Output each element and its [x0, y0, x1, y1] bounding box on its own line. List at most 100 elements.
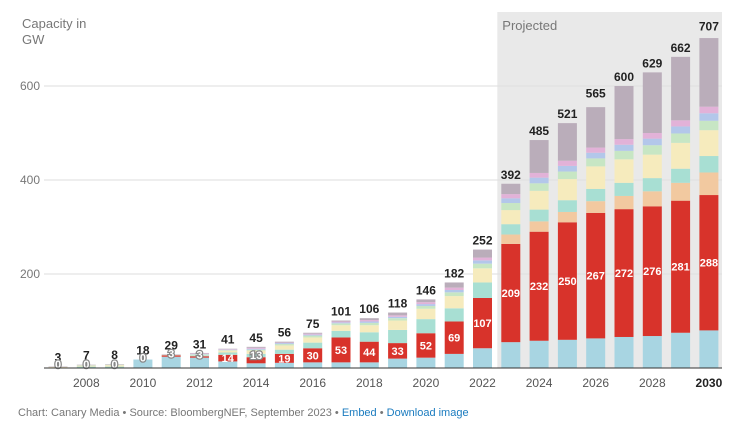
bar-segment [557, 339, 577, 368]
bar-segment [671, 126, 691, 134]
bar-segment [246, 357, 266, 364]
total-label: 31 [193, 337, 207, 351]
x-tick-label: 2022 [469, 376, 496, 390]
bar-segment [416, 319, 436, 334]
bar-segment [331, 322, 351, 324]
bar-segment [473, 249, 492, 258]
total-label: 252 [472, 234, 492, 248]
x-tick-label: 2012 [186, 376, 213, 390]
bar-segment [359, 325, 379, 333]
bar-segment [359, 341, 379, 363]
bar-segment [614, 159, 634, 183]
total-label: 45 [249, 331, 263, 345]
y-tick-label: 200 [20, 267, 40, 281]
bar-segment [529, 340, 549, 368]
y-axis-label: Capacity in GW [22, 16, 87, 47]
bar-segment [303, 334, 323, 336]
bar-value-label: 19 [278, 353, 290, 365]
bar-segment [331, 362, 351, 368]
bar-value-label: 0 [140, 353, 146, 365]
bar-segment [331, 320, 351, 322]
bar-segment [501, 183, 521, 195]
bar-segment [274, 344, 294, 346]
bar-segment [642, 178, 662, 192]
bar-value-label: 281 [671, 262, 689, 274]
bar-segment [416, 299, 436, 303]
bar-segment [699, 156, 719, 173]
bar-segment [614, 86, 634, 140]
total-label: 485 [529, 124, 549, 138]
total-label: 146 [416, 283, 436, 297]
bar-segment [331, 330, 351, 338]
bar-segment [331, 325, 351, 331]
bar-segment [614, 195, 634, 210]
bar-segment [671, 120, 691, 127]
bar-segment [671, 142, 691, 169]
bar-value-label: 0 [83, 359, 89, 371]
bar-segment [586, 147, 606, 153]
bar-segment [274, 362, 294, 368]
x-tick-label: 2026 [582, 376, 609, 390]
bar-segment [501, 194, 521, 199]
total-label: 629 [642, 56, 662, 70]
bar-segment [388, 315, 408, 317]
bar-value-label: 107 [473, 318, 491, 330]
bar-segment [416, 357, 436, 368]
footer-source: Chart: Canary Media • Source: BloombergN… [18, 407, 342, 419]
total-label: 7 [83, 349, 90, 363]
bar-segment [76, 366, 96, 368]
bar-segment [246, 346, 266, 348]
y-tick-label: 600 [20, 79, 40, 93]
chart-plot: Projected2004006003070801802933134114451… [20, 12, 723, 390]
bar-segment [642, 154, 662, 179]
download-image-link[interactable]: Download image [386, 407, 469, 419]
bar-segment [529, 140, 549, 173]
bar-segment [388, 320, 408, 330]
bar-segment [303, 342, 323, 349]
bar-segment [557, 165, 577, 172]
bar-segment [614, 209, 634, 337]
total-label: 75 [306, 317, 320, 331]
bar-segment [586, 212, 606, 339]
bar-segment [444, 353, 464, 368]
bar-segment [586, 166, 606, 189]
bar-segment [671, 200, 691, 333]
bar-segment [699, 113, 719, 121]
bar-segment [614, 336, 634, 368]
bar-value-label: 272 [615, 268, 633, 280]
bar-segment [416, 333, 436, 358]
bar-segment [359, 322, 379, 326]
bar-segment [359, 321, 379, 323]
bar-segment [501, 210, 521, 225]
bar-segment [274, 349, 294, 354]
bar-segment [274, 353, 294, 363]
bar-segment [444, 289, 464, 293]
total-label: 392 [501, 168, 521, 182]
bar-segment [331, 321, 351, 323]
bar-segment [586, 152, 606, 159]
bar-segment [699, 120, 719, 131]
bar-segment [473, 282, 492, 298]
bar-segment [699, 38, 719, 107]
total-label: 521 [557, 107, 577, 121]
bar-segment [388, 343, 408, 359]
bar-segment [586, 201, 606, 213]
bar-segment [274, 343, 294, 345]
bar-segment [642, 138, 662, 146]
total-label: 118 [388, 297, 408, 311]
embed-link[interactable]: Embed [341, 407, 377, 419]
x-tick-label: 2030 [696, 376, 723, 390]
total-label: 707 [699, 20, 719, 34]
x-tick-label: 2018 [356, 376, 383, 390]
bar-segment [501, 243, 521, 343]
total-label: 565 [586, 86, 606, 100]
bar-segment [614, 182, 634, 196]
bar-segment [303, 348, 323, 363]
bar-segment [161, 355, 181, 357]
bar-segment [614, 150, 634, 160]
bar-segment [388, 312, 408, 316]
total-label: 662 [671, 41, 691, 55]
bar-segment [303, 332, 323, 334]
bar-segment [218, 361, 238, 368]
bar-segment [218, 354, 238, 362]
